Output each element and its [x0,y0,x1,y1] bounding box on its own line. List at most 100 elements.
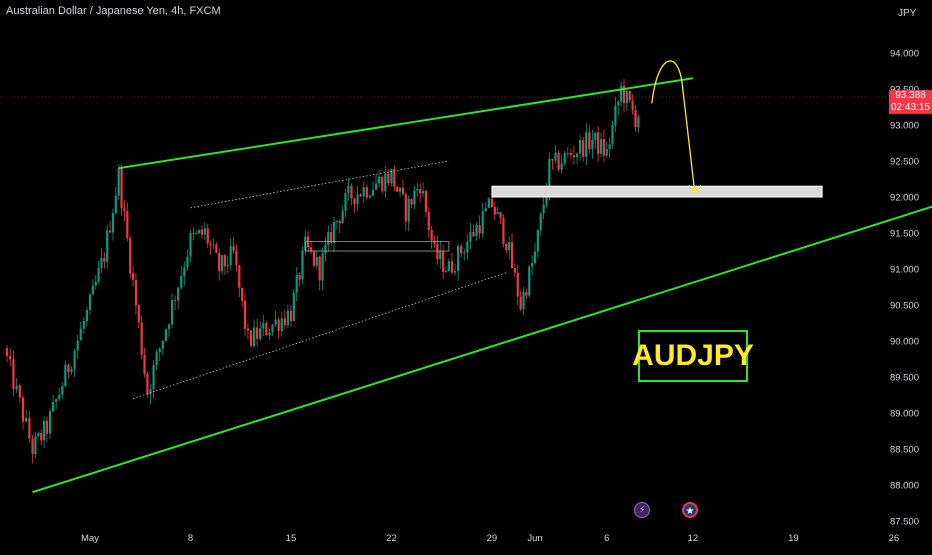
candle-body [58,394,61,400]
candle-body [484,207,487,212]
candle-body [396,186,399,192]
candle-body [622,85,626,104]
candle-body [79,328,82,341]
candle-body [566,152,569,154]
candle-body [478,225,481,234]
y-tick-label: 87.500 [890,517,919,528]
candle-body [442,250,445,272]
candle-body [192,232,195,234]
symbol-title[interactable]: Australian Dollar / Japanese Yen, 4h, FX… [6,5,221,17]
candle-body [161,340,164,349]
candle-body [309,247,313,252]
candle-body [91,285,94,295]
candle-body [21,397,25,422]
candle-body [605,149,608,156]
candle-body [51,401,55,412]
candle-body [301,250,304,280]
candle-body [344,192,347,211]
candle-body [456,245,460,272]
candle-body [563,153,566,164]
candle-body [283,318,286,326]
candle-body [378,176,381,184]
candle-body [12,359,15,390]
y-tick-label: 93.000 [890,121,919,132]
candle-body [271,324,274,333]
y-tick-label: 90.500 [890,301,919,312]
candle-body [390,169,393,184]
candle-body [223,255,227,267]
candle-body [505,243,508,251]
candle-body [499,211,502,218]
australia-flag-icon[interactable]: ★ [682,502,698,518]
candle-body [106,230,109,262]
candle-body [277,319,280,331]
audjpy-annotation-box[interactable]: AUDJPY [632,330,754,382]
candle-body [94,281,97,286]
candle-body [371,189,375,196]
candle-body [625,90,628,104]
candle-body [463,252,466,254]
candle-body [274,319,277,325]
candle-body [252,327,256,346]
candle-body [338,220,341,224]
candle-body [447,261,450,271]
candle-body [545,191,548,205]
candle-body [146,373,149,395]
candle-body [226,265,229,267]
lightning-icon[interactable]: ⚡ [634,502,650,518]
x-tick-label: 26 [889,533,900,544]
candle-body [421,191,425,194]
candle-body [312,251,316,266]
candle-body [430,230,433,241]
candle-body [246,328,250,331]
candle-body [85,309,89,322]
candle-body [335,220,339,222]
audjpy-annotation-label: AUDJPY [632,339,754,372]
y-tick-label: 94.000 [890,49,919,60]
candle-body [18,385,21,398]
candle-body [508,242,511,251]
candle-body [413,190,416,205]
candle-body [637,116,640,128]
candle-body [238,265,241,288]
candle-body [533,251,537,264]
candle-body [588,132,591,149]
candle-body [481,211,484,234]
candle-body [611,124,614,145]
x-tick-label: 6 [604,533,609,544]
last-price-badge: 93.388 [889,90,932,102]
candle-body [548,158,551,192]
y-tick-label: 90.000 [890,337,919,348]
candle-body [365,187,368,198]
candle-body [100,257,103,268]
candle-body [602,139,606,156]
candle-body [490,198,494,208]
y-tick-label: 88.500 [890,445,919,456]
candle-body [542,204,545,214]
candle-body [525,291,528,296]
candle-body [569,152,572,156]
candle-body [64,364,67,387]
candle-body [362,187,365,197]
candle-body [126,211,129,239]
candle-body [387,173,390,184]
candle-body [393,169,396,187]
candle-body [631,100,634,111]
candle-body [143,354,146,374]
candle-body [579,140,582,154]
y-tick-label: 91.500 [890,229,919,240]
candle-body [359,194,362,197]
candle-body [597,132,600,154]
candle-body [599,139,603,154]
candle-body [186,256,189,268]
candle-body [522,291,525,310]
resistance-zone [491,185,823,198]
candle-body [560,163,563,170]
inner-channel-lower-line [132,272,507,399]
candle-body [209,243,212,246]
candle-body [70,368,73,372]
candle-body [401,187,405,195]
candle-body [280,318,283,331]
